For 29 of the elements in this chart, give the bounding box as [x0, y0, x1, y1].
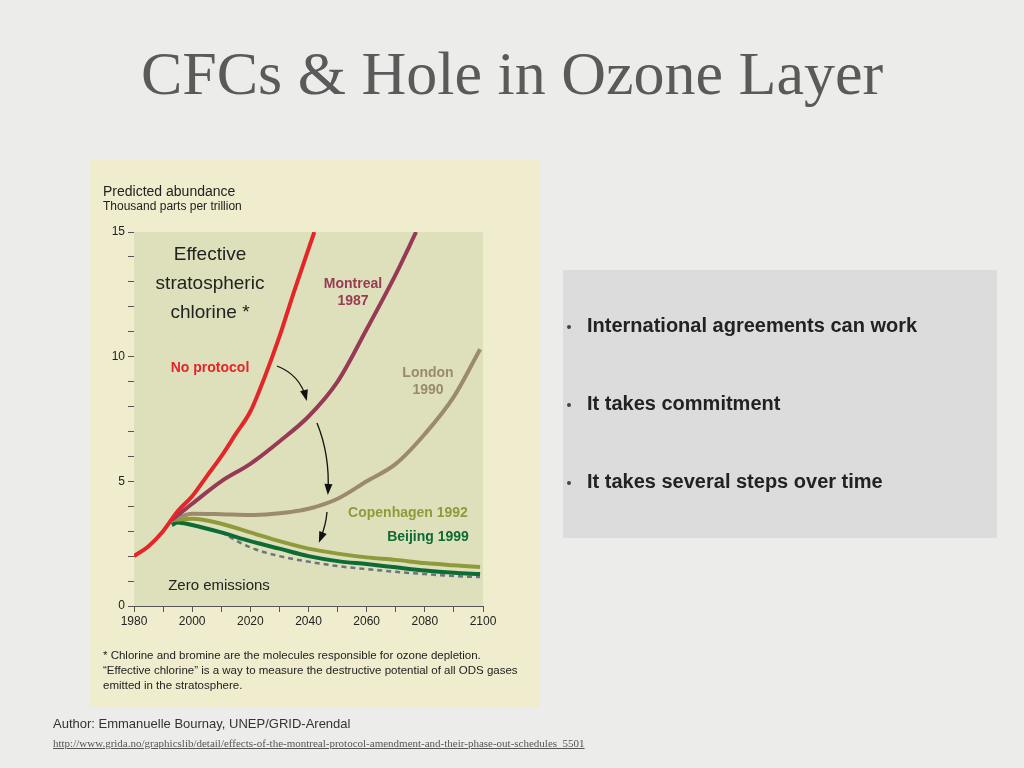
y-axis-title: Predicted abundance — [103, 183, 237, 199]
series-label: No protocol — [170, 358, 250, 375]
y-tick-label: 0 — [118, 598, 126, 613]
text: Copenhagen 1992 — [348, 503, 469, 520]
y-tick-label: 5 — [118, 473, 126, 488]
chart-title: CFCs & Hole in Ozone Layer — [139, 38, 885, 109]
x-tick-label: 2000 — [178, 613, 206, 628]
text: International agreements can work — [587, 314, 918, 337]
x-tick-label: 2020 — [236, 613, 264, 628]
text: Author: Emmanuelle Bournay, UNEP/GRID-Arendal — [53, 716, 351, 731]
x-tick-label: 2080 — [411, 613, 439, 628]
x-tick-label: 2060 — [353, 613, 381, 628]
y-tick-label: 15 — [111, 224, 126, 239]
series-label: Zero emissions — [168, 576, 270, 594]
series-label: London 1990 — [402, 363, 454, 397]
x-tick-label: 2040 — [295, 613, 323, 628]
text: * Chlorine and bromine are the molecules responsible for ozone depletion. “Effective chlorine” is a way to measure the destructive potential of all ODS gases emitted in the stratosphere. — [103, 648, 519, 693]
line-series — [169, 520, 483, 577]
text: It takes several steps over time — [587, 470, 883, 493]
series-label: Montreal 1987 — [323, 274, 383, 308]
x-tick-label: 2100 — [469, 613, 497, 628]
text: Thousand parts per trillion — [103, 199, 242, 213]
text: It takes commitment — [587, 392, 781, 415]
text: http://www.grida.no/graphicslib/detail/effects-of-the-montreal-protocol-amendment-and-their-phase-out-schedules_5501 — [53, 737, 585, 749]
series-label: Beijing 1999 — [387, 527, 470, 544]
annotation: Effective stratospheric chlorine * — [155, 243, 265, 323]
x-tick-label: 1980 — [120, 613, 148, 628]
y-tick-label: 10 — [111, 348, 126, 363]
line-series — [134, 232, 317, 559]
